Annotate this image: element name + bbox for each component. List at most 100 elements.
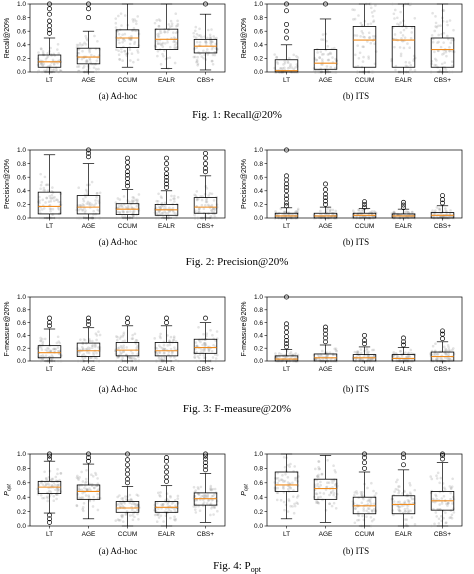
- jitter-point: [156, 35, 160, 38]
- figure-3-panel-a-plot: 0.0 0.2 0.4 0.6 0.8 1.0 F-measure@20% LT AGE CCUM…: [0, 293, 237, 375]
- box-body: [76, 484, 101, 500]
- jitter-point: [131, 200, 134, 203]
- jitter-point: [408, 355, 412, 358]
- jitter-point: [164, 57, 168, 61]
- jitter-point: [409, 348, 413, 352]
- jitter-point: [199, 485, 203, 489]
- jitter-point: [407, 511, 410, 514]
- jitter-point: [437, 33, 440, 37]
- box-cbs: [429, 328, 456, 363]
- jitter-point: [357, 209, 361, 212]
- jitter-point: [122, 210, 125, 213]
- jitter-point: [434, 353, 437, 357]
- jitter-point: [48, 469, 52, 473]
- box-ealr: [390, 335, 416, 363]
- jitter-point: [210, 216, 214, 220]
- jitter-point: [313, 70, 317, 74]
- outlier-point: [284, 338, 289, 343]
- jitter-point: [173, 61, 177, 65]
- jitter-point: [89, 356, 93, 360]
- jitter-point: [413, 522, 417, 526]
- box-ccum: [351, 2, 378, 74]
- jitter-point: [351, 8, 354, 11]
- jitter-point: [371, 34, 375, 38]
- x-tick-label: CBS+: [197, 531, 214, 538]
- jitter-point: [41, 496, 44, 500]
- jitter-point: [37, 69, 41, 73]
- jitter-point: [163, 351, 166, 355]
- jitter-point: [157, 516, 161, 519]
- jitter-point: [447, 357, 450, 361]
- jitter-point: [168, 343, 172, 347]
- jitter-point: [129, 59, 132, 62]
- jitter-point: [173, 356, 176, 359]
- jitter-point: [446, 502, 450, 505]
- jitter-point: [448, 357, 452, 361]
- jitter-point: [329, 65, 333, 69]
- box-cbs: [429, 451, 456, 528]
- box-cbs: [192, 1, 219, 71]
- jitter-point: [46, 349, 49, 353]
- jitter-point: [170, 352, 174, 355]
- jitter-point: [131, 518, 135, 522]
- jitter-point: [319, 480, 322, 484]
- jitter-point: [81, 506, 85, 509]
- jitter-point: [96, 492, 99, 496]
- jitter-point: [356, 510, 360, 514]
- jitter-point: [87, 48, 91, 52]
- outlier-point: [164, 161, 169, 167]
- jitter-point: [124, 495, 127, 498]
- jitter-point: [361, 357, 364, 361]
- jitter-point: [280, 353, 283, 356]
- jitter-point: [120, 515, 124, 519]
- jitter-point: [410, 358, 413, 362]
- jitter-point: [78, 488, 81, 491]
- y-tick-label: 0.2: [254, 509, 263, 516]
- jitter-point: [77, 486, 81, 490]
- x-tick-label: EALR: [395, 531, 412, 538]
- jitter-point: [353, 521, 357, 525]
- jitter-point: [201, 195, 204, 198]
- jitter-point: [435, 477, 439, 480]
- y-tick-label: 0.4: [17, 42, 26, 49]
- jitter-point: [355, 492, 359, 495]
- box-body: [430, 37, 455, 68]
- jitter-point: [372, 518, 376, 521]
- jitter-point: [93, 343, 97, 346]
- y-tick-label: 1.0: [254, 1, 263, 8]
- jitter-point: [95, 192, 99, 195]
- jitter-point: [75, 216, 79, 220]
- jitter-point: [207, 348, 211, 352]
- jitter-point: [394, 64, 398, 68]
- jitter-point: [434, 358, 438, 361]
- jitter-point: [118, 494, 121, 497]
- jitter-point: [450, 358, 454, 362]
- jitter-point: [210, 47, 214, 51]
- jitter-point: [413, 68, 417, 72]
- outlier-point: [203, 451, 208, 457]
- jitter-point: [435, 497, 439, 501]
- jitter-point: [198, 353, 202, 357]
- jitter-point: [47, 483, 51, 487]
- jitter-point: [169, 19, 173, 23]
- outlier-point: [164, 178, 169, 184]
- y-tick-label: 0.2: [17, 345, 26, 352]
- jitter-point: [449, 486, 453, 490]
- figure-1-panel-b-plot: 0.0 0.2 0.4 0.6 0.8 1.0 Recall@20% LT AGE CCUM EAL…: [237, 0, 474, 86]
- jitter-point: [210, 209, 213, 212]
- jitter-point: [137, 359, 141, 362]
- jitter-point: [200, 494, 203, 498]
- jitter-point: [173, 197, 176, 200]
- jitter-point: [161, 346, 164, 350]
- box-ccum: [351, 332, 378, 363]
- y-tick-label: 0.2: [254, 202, 263, 209]
- box-ealr: [390, 199, 417, 220]
- jitter-point: [203, 347, 206, 351]
- jitter-point: [52, 199, 56, 203]
- jitter-point: [291, 213, 294, 216]
- jitter-point: [210, 39, 213, 43]
- jitter-point: [320, 354, 323, 358]
- jitter-point: [81, 348, 85, 351]
- jitter-point: [445, 20, 449, 23]
- jitter-point: [59, 472, 62, 475]
